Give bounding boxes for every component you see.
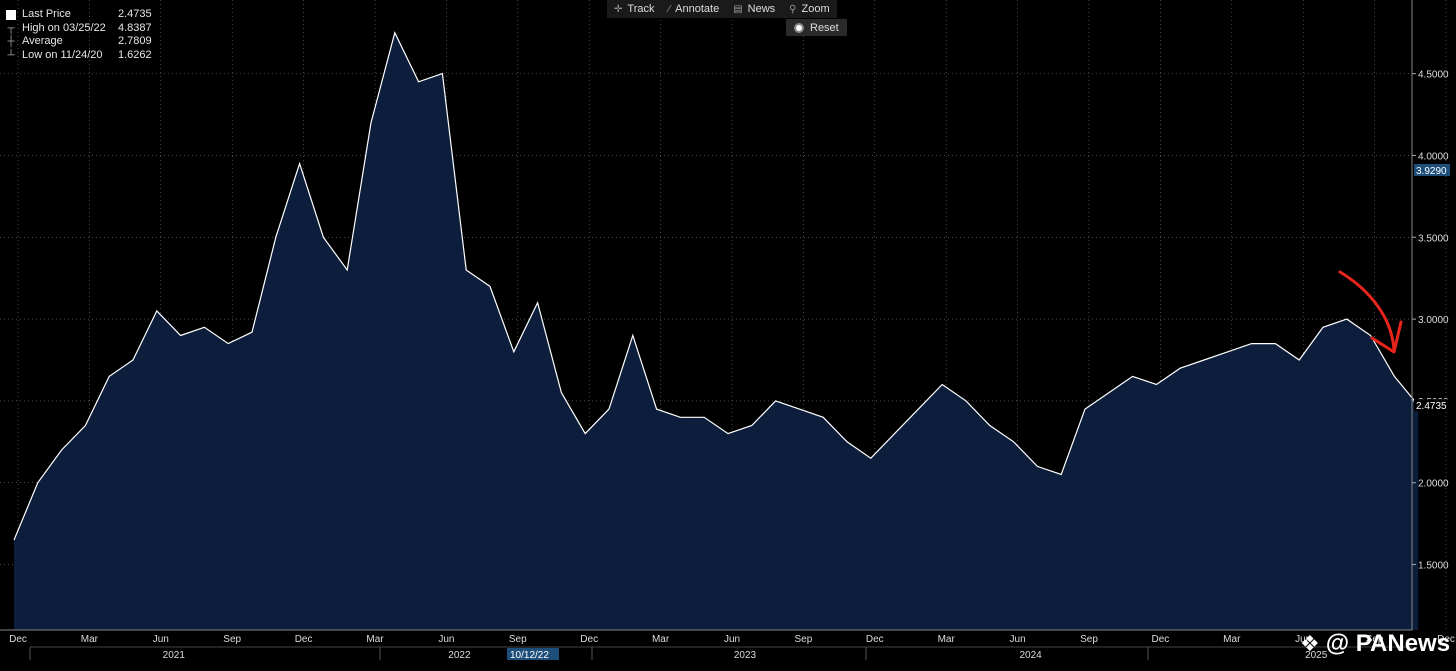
last-value-label-bg — [1414, 399, 1450, 412]
x-month-label: Sep — [795, 634, 813, 645]
zoom-button[interactable]: ⚲ Zoom — [789, 3, 830, 15]
red-arrow-annotation — [1338, 270, 1403, 354]
high-marker-icon: ┬ — [7, 22, 15, 34]
y-tick-label: 3.0000 — [1418, 315, 1449, 326]
cursor-date-bg — [507, 648, 559, 660]
chart-toolbar: ✛ Track ∕ Annotate ▤ News ⚲ Zoom — [607, 0, 837, 18]
x-month-label: Mar — [1223, 634, 1241, 645]
price-line — [13, 30, 1419, 541]
x-month-label: Jun — [1295, 634, 1311, 645]
radio-icon — [794, 22, 804, 33]
x-month-label: Dec — [866, 634, 884, 645]
x-month-label: Dec — [1437, 634, 1455, 645]
newspaper-icon: ▤ — [733, 3, 743, 15]
y-tick-label: 4.0000 — [1418, 151, 1449, 162]
y-axis: 1.50002.00002.50003.00003.50004.00004.50… — [1411, 0, 1449, 630]
x-month-label: Jun — [153, 634, 169, 645]
diamond-logo-icon: ❖ — [1300, 631, 1320, 656]
x-month-label: Dec — [295, 634, 313, 645]
x-year-label: 2021 — [163, 650, 186, 661]
legend-average: ┼ Average 2.7809 — [7, 35, 152, 47]
legend-high: ┬ High on 03/25/22 4.8387 — [7, 21, 152, 34]
y-tick-label: 1.5000 — [1418, 561, 1449, 572]
x-axis: Dec Mar Jun Sep Dec Mar Jun Sep Dec Mar Jun Sep Dec M… — [0, 629, 1455, 661]
x-month-label: Sep — [1366, 634, 1384, 645]
y-tick-label: 3.5000 — [1418, 233, 1449, 244]
last-value-label: 2.4735 — [1416, 401, 1447, 412]
y-tick-label: 2.0000 — [1418, 479, 1449, 490]
marker-value-label-bg — [1414, 164, 1450, 176]
cursor-date-label: 10/12/22 — [510, 650, 549, 661]
x-month-label: Jun — [1010, 634, 1026, 645]
x-month-label: Mar — [938, 634, 956, 645]
news-button[interactable]: ▤ News — [733, 3, 776, 15]
crosshair-icon: ✛ — [614, 3, 623, 15]
legend-low: ┴ Low on 11/24/20 1.6262 — [7, 48, 152, 61]
watermark: ❖ @ PANews — [1300, 630, 1451, 657]
x-month-label: Mar — [81, 634, 99, 645]
x-year-label: 2022 — [448, 650, 471, 661]
legend-last-price: Last Price 2.4735 — [6, 8, 178, 22]
value-labels: 2.4735 3.9290 10/12/22 — [507, 164, 1450, 661]
x-year-label: 2024 — [1019, 650, 1042, 661]
x-year-label: 2025 — [1305, 650, 1328, 661]
x-month-label: Dec — [9, 634, 27, 645]
legend: Last Price 2.4735 ┬ High on 03/25/22 4.8… — [6, 8, 178, 62]
annotate-button[interactable]: ∕ Annotate — [668, 3, 720, 15]
price-area — [14, 32, 1419, 630]
average-marker-icon: ┼ — [7, 36, 15, 47]
x-month-label: Jun — [438, 634, 454, 645]
magnifier-icon: ⚲ — [789, 3, 797, 15]
low-marker-icon: ┴ — [7, 49, 15, 61]
y-tick-label: 4.5000 — [1418, 70, 1449, 81]
track-button[interactable]: ✛ Track — [614, 3, 655, 15]
reset-button[interactable]: Reset — [786, 19, 847, 36]
x-month-label: Sep — [223, 634, 241, 645]
x-month-label: Mar — [652, 634, 670, 645]
pencil-icon: ∕ — [668, 3, 671, 15]
arrow-shaft — [1338, 270, 1396, 352]
x-month-label: Sep — [509, 634, 527, 645]
x-year-label: 2023 — [734, 650, 757, 661]
square-icon — [6, 9, 16, 20]
marker-value-label: 3.9290 — [1416, 166, 1447, 177]
x-month-label: Dec — [1152, 634, 1170, 645]
arrow-head — [1370, 320, 1403, 354]
x-month-label: Dec — [580, 634, 598, 645]
x-month-label: Jun — [724, 634, 740, 645]
x-month-label: Sep — [1080, 634, 1098, 645]
x-month-label: Mar — [366, 634, 384, 645]
